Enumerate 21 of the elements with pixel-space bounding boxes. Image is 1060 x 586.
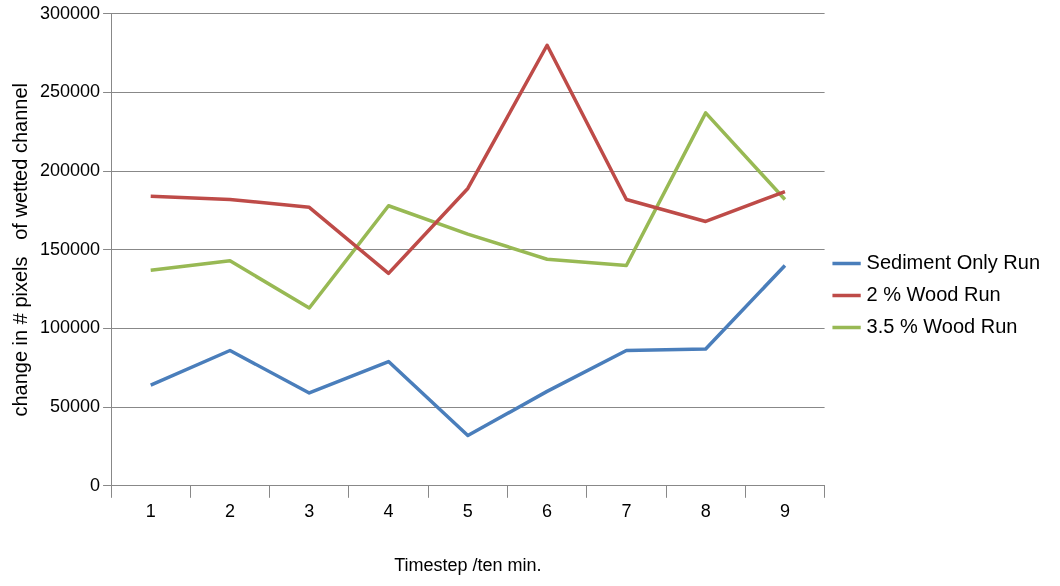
x-tick-label: 4 [383,500,394,521]
y-tick-label: 0 [90,474,101,495]
y-axis-title: change in # pixels of wetted channel [8,83,31,417]
x-tick-label: 2 [224,500,235,521]
x-tick-label: 5 [462,500,473,521]
y-tick-label: 50000 [50,396,101,417]
x-axis-title: Timestep /ten min. [394,555,542,576]
x-tick-label: 6 [542,500,553,521]
y-tick-label: 100000 [39,317,101,338]
x-tick-label: 7 [621,500,632,521]
legend-label: Sediment Only Run [866,251,1040,274]
legend-label: 2 % Wood Run [866,283,1001,306]
y-tick-label: 250000 [39,81,101,102]
y-tick-label: 150000 [39,238,101,259]
y-tick-label: 300000 [39,2,101,23]
x-tick-label: 9 [779,500,790,521]
y-tick-label: 200000 [39,160,101,181]
x-tick-label: 3 [304,500,315,521]
x-tick-label: 8 [700,500,711,521]
legend-label: 3.5 % Wood Run [866,315,1018,338]
x-tick-label: 1 [145,500,156,521]
